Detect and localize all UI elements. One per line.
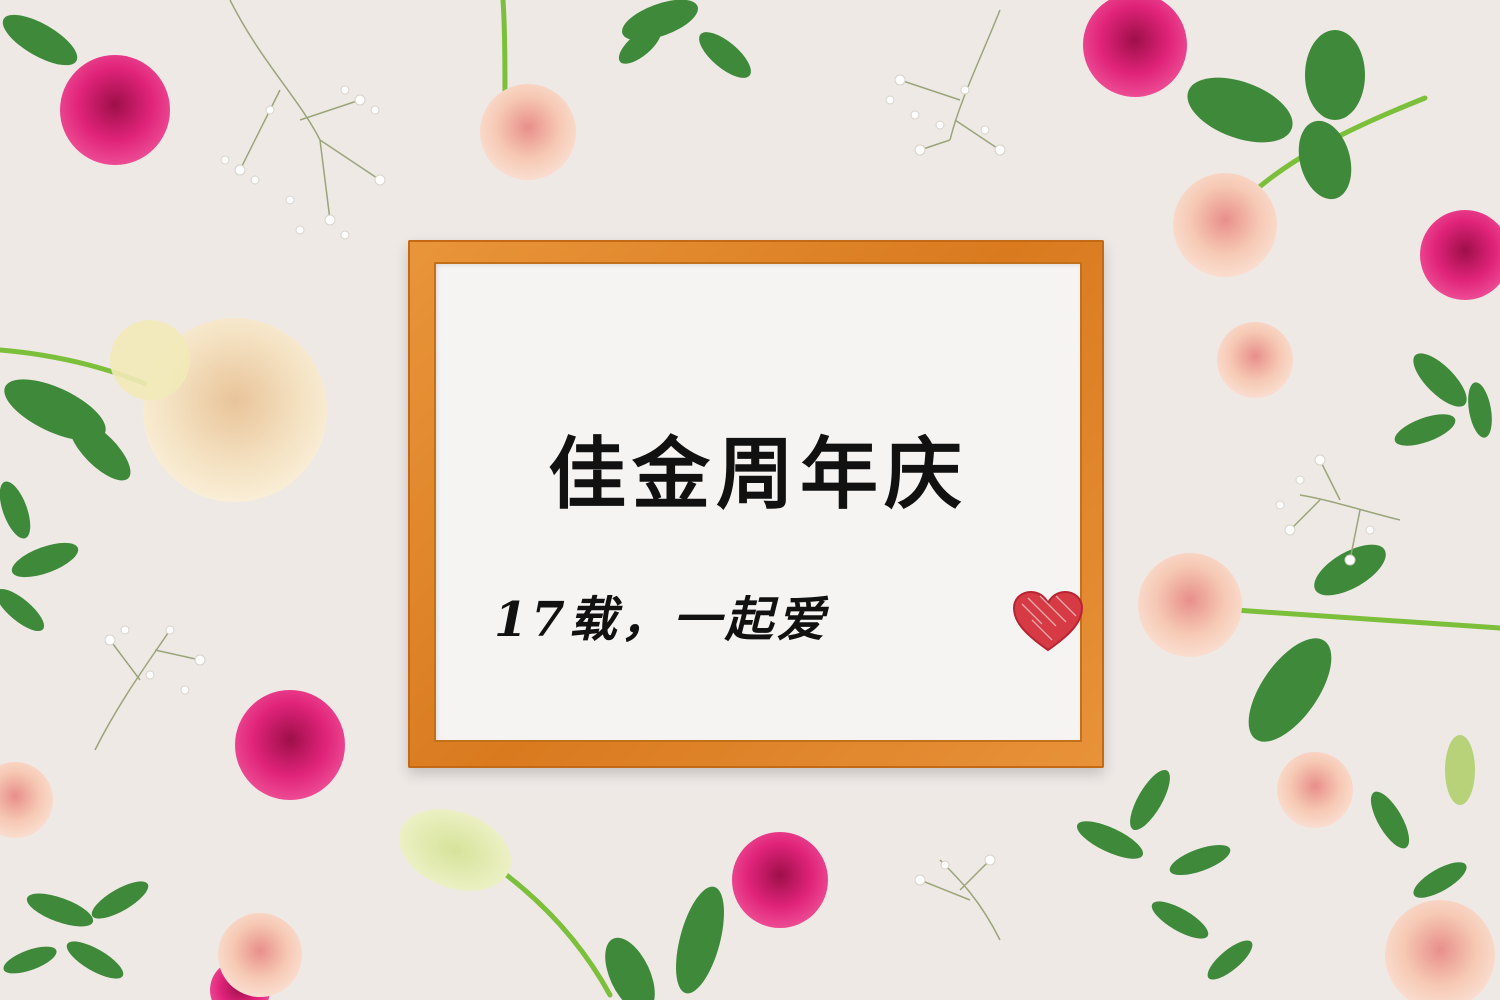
leaf — [1076, 821, 1144, 859]
leaf — [0, 481, 31, 539]
babys-breath-flower — [234, 164, 246, 176]
leaf — [0, 588, 45, 632]
leaf — [1413, 353, 1467, 407]
wooden-picture-frame: 佳金周年庆 17载，一起爱 — [408, 240, 1104, 768]
leaf — [676, 886, 724, 994]
lisianthus-bud — [398, 809, 512, 891]
sign-subtitle: 17载，一起爱 — [494, 592, 829, 648]
leaf — [1305, 30, 1365, 120]
leaf — [3, 946, 57, 974]
pink-rose — [1420, 210, 1500, 300]
peach-rose — [480, 84, 576, 180]
peach-rose — [1173, 173, 1277, 277]
leaf — [26, 893, 94, 927]
leaf — [1169, 844, 1231, 876]
pink-rose — [1083, 0, 1187, 97]
leaf — [1207, 940, 1253, 980]
leaf — [1248, 638, 1332, 742]
leaf — [1370, 791, 1410, 849]
leaf — [1298, 120, 1352, 200]
leaf — [66, 941, 124, 979]
leaf — [699, 32, 751, 78]
leaf — [1394, 414, 1456, 446]
peach-rose — [1385, 900, 1495, 1000]
leaf — [11, 542, 79, 578]
peach-rose — [218, 913, 302, 997]
leaf — [1187, 77, 1293, 143]
peach-rose — [0, 762, 53, 838]
leaf — [1314, 544, 1386, 596]
pink-rose — [235, 690, 345, 800]
peach-rose — [1217, 322, 1293, 398]
leaf — [69, 419, 131, 481]
leaf — [605, 937, 655, 1000]
pink-rose — [732, 832, 828, 928]
peach-rose — [1277, 752, 1353, 828]
sign-title: 佳金周年庆 — [547, 429, 968, 520]
leaf — [1130, 769, 1170, 831]
heart-icon — [1012, 590, 1084, 652]
leaf — [618, 26, 662, 64]
leaf — [91, 881, 149, 919]
peach-rose — [1138, 553, 1242, 657]
pink-rose — [60, 55, 170, 165]
leaf — [1468, 382, 1492, 438]
leaf — [1413, 862, 1467, 898]
leaf — [2, 14, 78, 66]
leaf — [1151, 901, 1209, 939]
paper-sign: 佳金周年庆 17载，一起爱 — [434, 262, 1084, 742]
leaf — [622, 0, 698, 41]
